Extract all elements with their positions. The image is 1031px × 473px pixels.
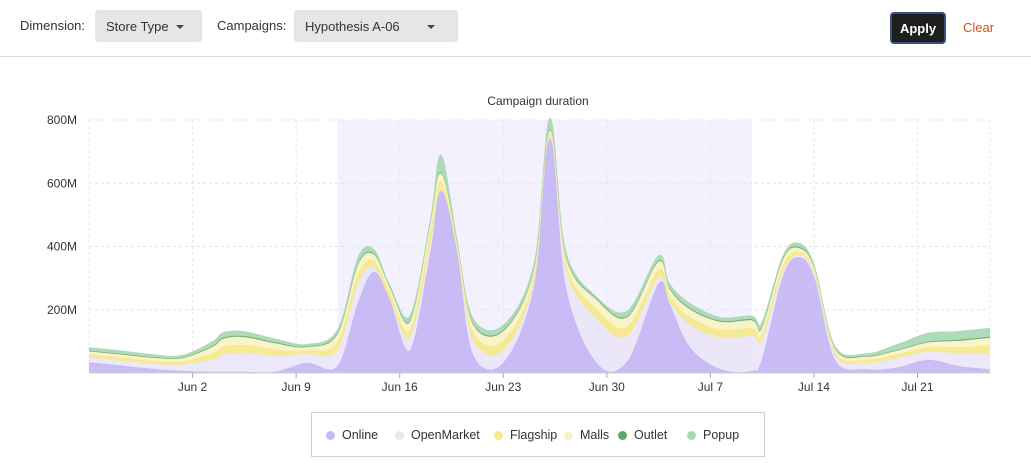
dimension-select-value: Store Type <box>106 18 169 34</box>
legend-swatch <box>564 430 573 440</box>
x-tick-label: Jun 23 <box>485 380 521 394</box>
legend-item-flagship[interactable]: Flagship <box>494 428 557 442</box>
areas <box>88 117 991 374</box>
campaigns-label: Campaigns: <box>217 18 287 33</box>
dimension-label: Dimension: <box>20 18 86 33</box>
legend-swatch <box>618 430 627 440</box>
stacked-area-chart: 200M 400M 600M 800M Jun 2 Jun 9 Jun 16 Jun 23 Ju… <box>47 94 991 394</box>
clear-link[interactable]: Clear <box>963 20 995 35</box>
filter-toolbar: Dimension: Store Type Campaigns: Hypothe… <box>0 0 1031 57</box>
x-tick-label: Jul 7 <box>698 380 724 394</box>
y-tick-label: 200M <box>47 303 77 317</box>
area-line-malls <box>88 130 991 361</box>
x-tick-label: Jun 9 <box>281 380 311 394</box>
campaigns-select[interactable]: Hypothesis A-06 <box>294 10 458 42</box>
axes: 200M 400M 600M 800M Jun 2 Jun 9 Jun 16 Jun 23 Ju… <box>47 113 990 394</box>
y-tick-label: 600M <box>47 176 77 190</box>
y-tick-label: 400M <box>47 240 77 254</box>
legend-label: Flagship <box>510 428 558 442</box>
legend-swatch <box>395 430 404 440</box>
legend-item-popup[interactable]: Popup <box>687 428 739 442</box>
chevron-down-icon <box>427 25 435 29</box>
legend-swatch <box>494 430 503 440</box>
legend-item-outlet[interactable]: Outlet <box>618 428 667 442</box>
chart-legend: Online OpenMarket Flagship Malls Outlet … <box>311 412 765 457</box>
x-tick-label: Jul 14 <box>798 380 830 394</box>
campaigns-select-value: Hypothesis A-06 <box>305 18 400 34</box>
y-tick-label: 800M <box>47 113 77 127</box>
legend-swatch <box>687 430 696 440</box>
chevron-down-icon <box>176 25 184 29</box>
legend-label: Popup <box>703 428 740 442</box>
campaign-duration-label: Campaign duration <box>487 94 588 108</box>
legend-label: Online <box>342 428 379 442</box>
area-online <box>89 138 990 374</box>
legend-label: OpenMarket <box>411 428 480 442</box>
x-tick-label: Jun 16 <box>382 380 418 394</box>
apply-button[interactable]: Apply <box>890 12 946 44</box>
legend-label: Malls <box>580 428 610 442</box>
legend-item-openmarket[interactable]: OpenMarket <box>395 428 480 442</box>
dimension-select[interactable]: Store Type <box>95 10 202 42</box>
legend-item-online[interactable]: Online <box>326 428 378 442</box>
legend-swatch <box>326 430 335 440</box>
x-tick-label: Jun 30 <box>589 380 625 394</box>
x-tick-label: Jul 21 <box>901 380 933 394</box>
area-line-popup <box>88 117 991 358</box>
legend-item-malls[interactable]: Malls <box>564 428 609 442</box>
legend-label: Outlet <box>634 428 668 442</box>
x-tick-label: Jun 2 <box>178 380 208 394</box>
